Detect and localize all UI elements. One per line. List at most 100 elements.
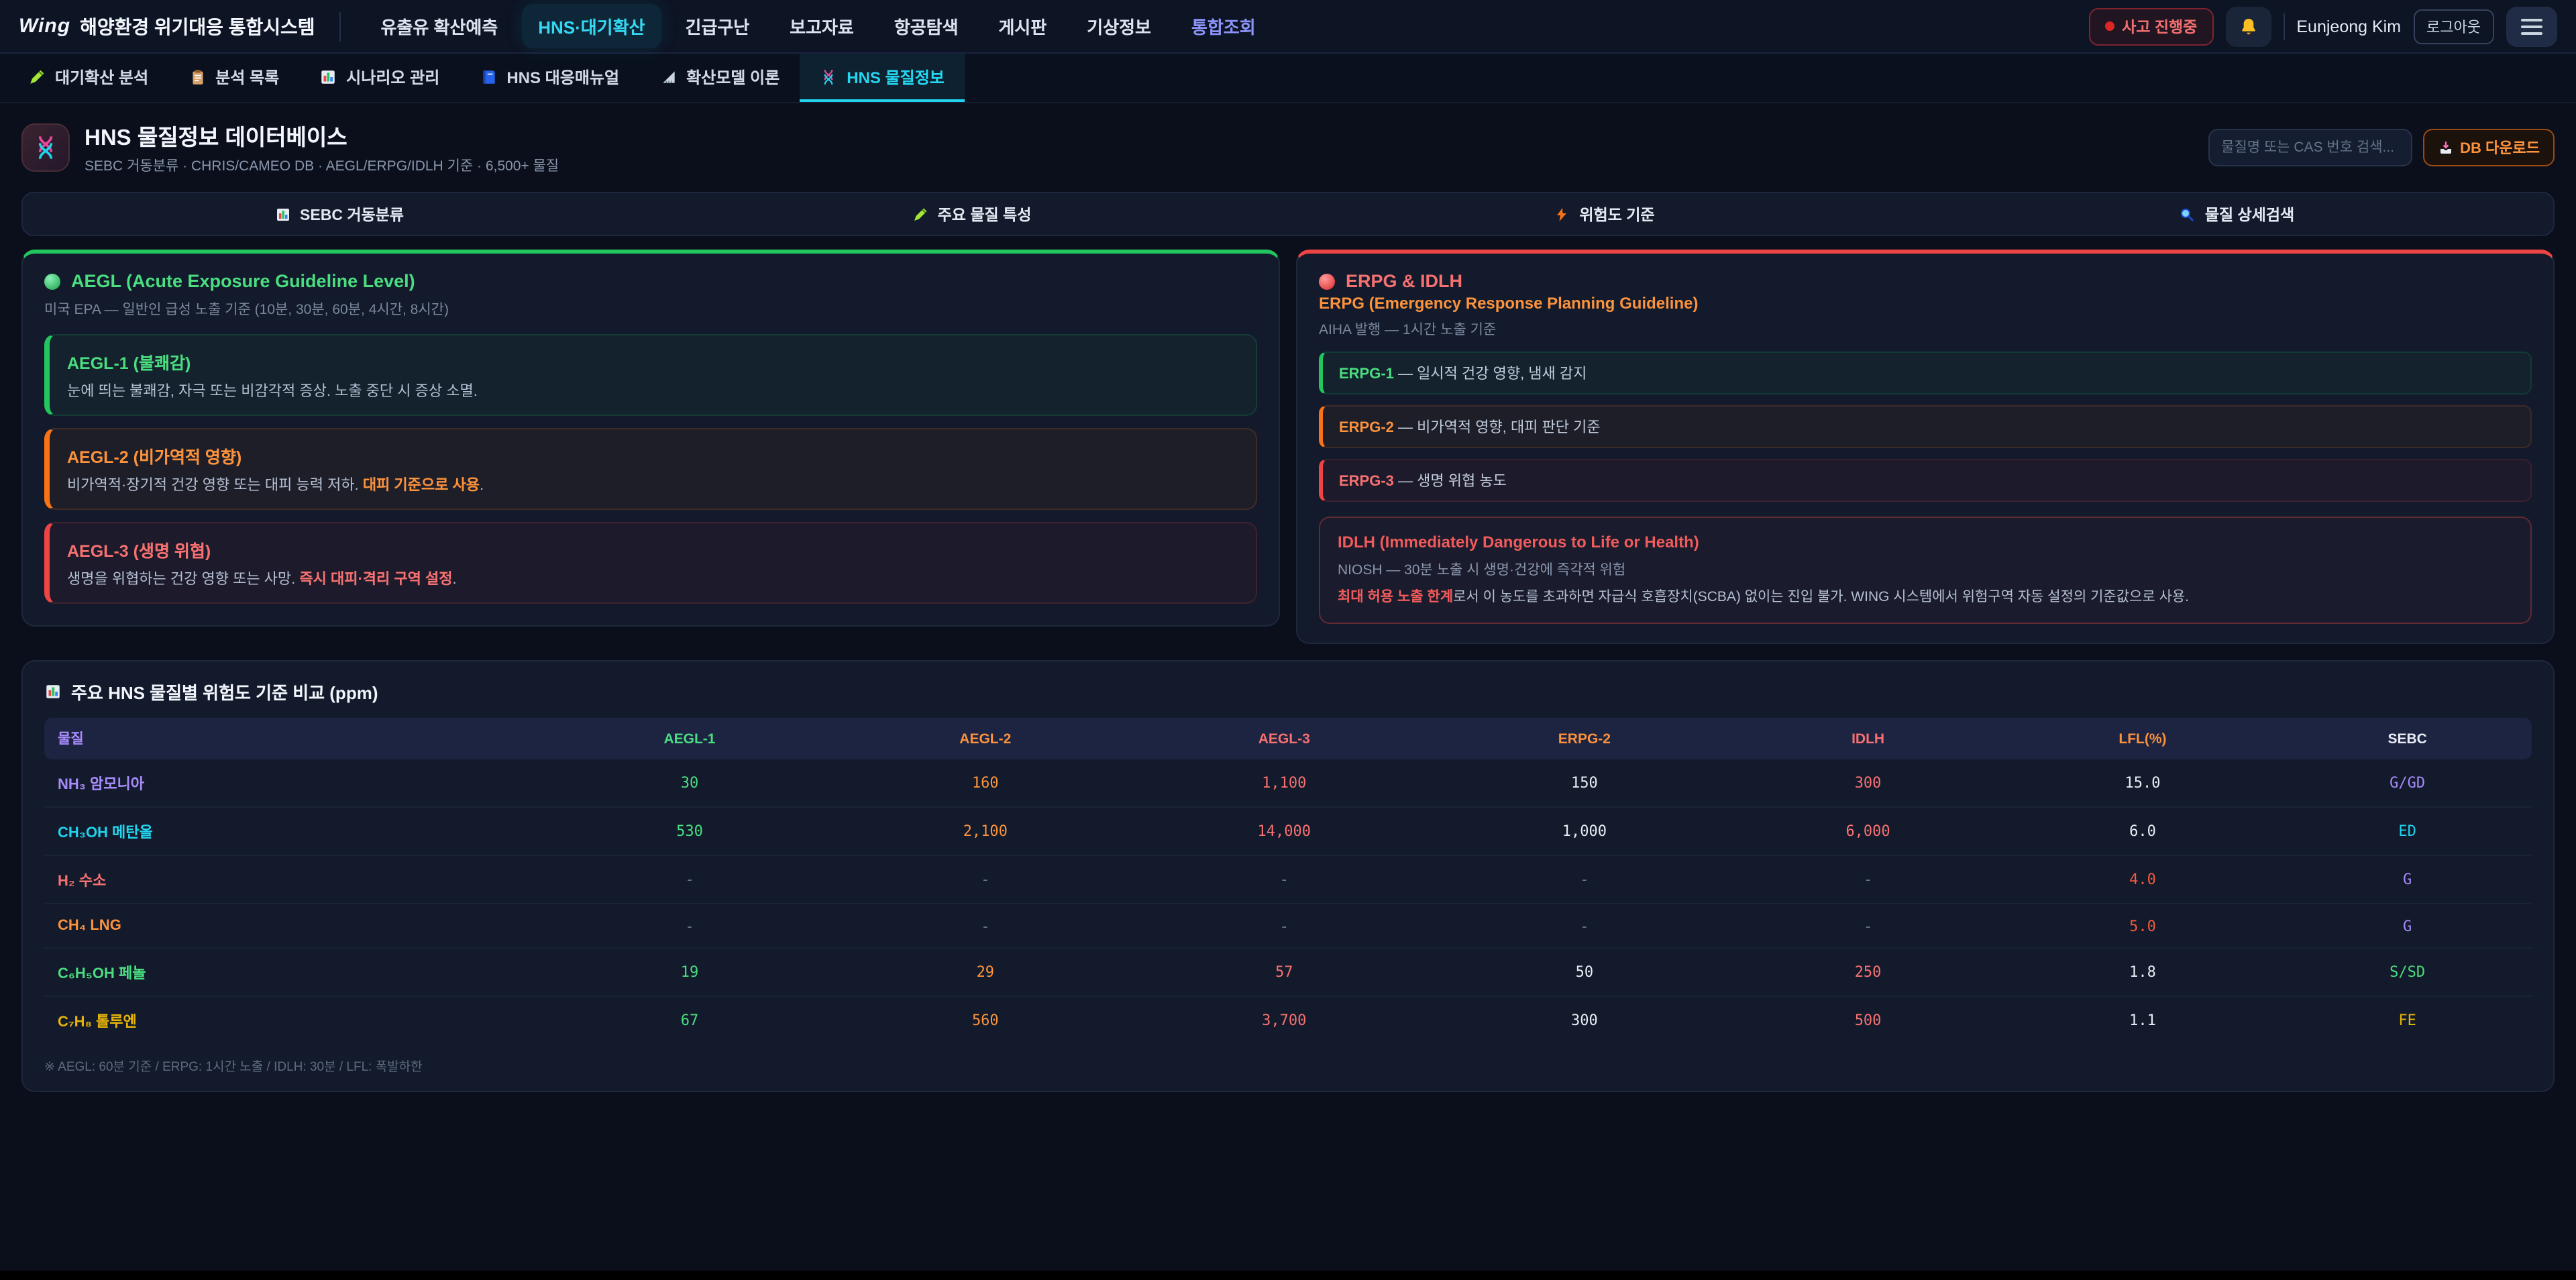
aegl-2-desc: 비가역적·장기적 건강 영향 또는 대피 능력 저하. 대피 기준으로 사용. [67,478,484,494]
col-idlh: IDLH [1851,731,1885,747]
table-cell: FE [2398,1012,2416,1030]
table-cell: 14,000 [1257,822,1311,841]
table-cell: 1,000 [1562,822,1607,841]
aegl-3-title: AEGL-3 (생명 위협) [67,542,211,561]
table-row[interactable]: H₂ 수소 - - - - - 4.0 G [44,855,2532,904]
page-header: HNS 물질정보 데이터베이스 SEBC 거동분류 · CHRIS/CAMEO … [0,103,2576,189]
table-cell: 19 [680,963,699,981]
notifications-button[interactable] [2225,6,2271,46]
table-cell: G [2403,917,2412,935]
table-cell: S/SD [2390,963,2426,981]
table-cell: - [685,917,694,935]
nav-item-rescue[interactable]: 긴급구난 [685,17,750,38]
section-tab-bar: SEBC 거동분류 주요 물질 특성 위험도 기준 물질 상세검색 [21,192,2555,236]
nav-item-integrated-search[interactable]: 통합조회 [1191,17,1256,38]
col-aegl1: AEGL-1 [663,731,716,747]
module-tab-bar: 대기확산 분석 분석 목록 시나리오 관리 HNS 대응매뉴얼 확산모델 이론 … [0,54,2576,103]
tab-analysis-list[interactable]: 분석 목록 [168,54,299,102]
table-row[interactable]: CH₄ LNG - - - - - 5.0 G [44,904,2532,949]
download-icon [2440,142,2451,154]
nav-item-aerial-search[interactable]: 항공탐색 [894,17,959,38]
divider [2283,13,2285,40]
table-cell: 560 [971,1012,999,1030]
tab-atmos-dispersion-analysis[interactable]: 대기확산 분석 [8,54,168,102]
col-sebc: SEBC [2387,731,2427,747]
table-cell: 57 [1275,963,1293,981]
hamburger-menu-button[interactable] [2506,6,2557,46]
tab-dispersion-model-theory[interactable]: 확산모델 이론 [639,54,800,102]
table-body: NH₃ 암모니아 30 160 1,100 150 300 15.0 G/GD CH₃OH 메탄… [44,759,2532,1044]
table-cell: - [1279,917,1289,935]
table-cell: - [1279,871,1289,889]
table-cell: 250 [1854,963,1882,981]
table-row[interactable]: C₆H₅OH 페놀 19 29 57 50 250 1.8 S/SD [44,948,2532,997]
substance-name: H₂ 수소 [58,873,107,890]
nav-item-board[interactable]: 게시판 [998,17,1047,38]
substance-name: C₇H₈ 톨루엔 [58,1014,137,1030]
idlh-line1: NIOSH — 30분 노출 시 생명·건강에 즉각적 위험 [1338,562,1626,578]
table-cell: 5.0 [2129,917,2156,935]
table-cell: - [981,871,990,889]
erpg-subtitle: AIHA 발행 — 1시간 노출 기준 [1319,322,1497,338]
col-substance: 물질 [58,731,84,748]
erpg-2-row: ERPG-2 — 비가역적 영향, 대피 판단 기준 [1319,405,2532,448]
nav-item-oil-spill[interactable]: 유출유 확산예측 [380,17,498,38]
table-cell: 6.0 [2129,822,2156,841]
page-subtitle: SEBC 거동분류 · CHRIS/CAMEO DB · AEGL/ERPG/I… [85,158,559,174]
section-tab-hazard-criteria[interactable]: 위험도 기준 [1288,193,1921,235]
table-cell: 29 [976,963,995,981]
wing-logo: Wing [19,15,71,38]
substance-name: NH₃ 암모니아 [58,776,145,793]
nav-item-reports[interactable]: 보고자료 [790,17,854,38]
bar-chart-icon [276,208,289,220]
pencil-icon [914,207,927,220]
aegl-1-title: AEGL-1 (불쾌감) [67,354,191,373]
dna-icon [38,136,53,160]
tab-hns-substance-info[interactable]: HNS 물질정보 [800,54,965,102]
aegl-panel-header: AEGL (Acute Exposure Guideline Level) [44,271,1257,291]
book-icon [482,70,494,83]
erpg-panel-header: ERPG & IDLH [1319,271,2532,291]
substance-search-input[interactable] [2208,129,2412,166]
main-menu: 유출유 확산예측 HNS·대기확산 긴급구난 보고자료 항공탐색 게시판 기상정… [365,4,2076,48]
table-cell: 6,000 [1845,822,1890,841]
table-cell: ED [2398,822,2416,841]
col-aegl2: AEGL-2 [959,731,1012,747]
erpg-heading: ERPG (Emergency Response Planning Guidel… [1319,294,1699,313]
section-tab-sebc[interactable]: SEBC 거동분류 [23,193,655,235]
nav-item-weather[interactable]: 기상정보 [1087,17,1151,38]
table-cell: - [1580,871,1589,889]
navbar-right: 사고 진행중 Eunjeong Kim 로그아웃 [2088,6,2557,46]
ruler-icon [662,70,674,83]
incident-status-badge[interactable]: 사고 진행중 [2088,7,2214,45]
aegl-panel: AEGL (Acute Exposure Guideline Level) 미국… [21,250,1280,627]
table-cell: 50 [1575,963,1594,981]
divider [339,11,341,41]
idlh-title: IDLH (Immediately Dangerous to Life or H… [1338,533,1699,551]
logout-button[interactable]: 로그아웃 [2413,9,2494,44]
table-cell: 3,700 [1262,1012,1307,1030]
table-row[interactable]: C₇H₈ 톨루엔 67 560 3,700 300 500 1.1 FE [44,996,2532,1044]
table-cell: 1,100 [1262,774,1307,792]
db-download-button[interactable]: DB 다운로드 [2422,129,2555,166]
table-cell: 1.8 [2129,963,2156,981]
section-tab-properties[interactable]: 주요 물질 특성 [655,193,1288,235]
section-tab-detail-search[interactable]: 물질 상세검색 [1921,193,2553,235]
table-row[interactable]: CH₃OH 메탄올 530 2,100 14,000 1,000 6,000 6.0 ED [44,807,2532,856]
header-actions: DB 다운로드 [2208,129,2555,166]
substance-name: C₆H₅OH 페놀 [58,965,146,982]
table-row[interactable]: NH₃ 암모니아 30 160 1,100 150 300 15.0 G/GD [44,759,2532,808]
green-circle-icon [44,273,60,289]
table-footnote: ※ AEGL: 60분 기준 / ERPG: 1시간 노출 / IDLH: 30… [44,1060,423,1075]
aegl-2-card: AEGL-2 (비가역적 영향) 비가역적·장기적 건강 영향 또는 대피 능력… [44,428,1257,510]
table-cell: 1.1 [2129,1012,2156,1030]
tab-scenario-management[interactable]: 시나리오 관리 [299,54,460,102]
table-cell: G [2403,871,2412,889]
table-cell: 500 [1854,1012,1882,1030]
red-circle-icon [1319,273,1335,289]
idlh-line2: 최대 허용 노출 한계로서 이 농도를 초과하면 자급식 호흡장치(SCBA) … [1338,589,2190,605]
nav-item-hns-dispersion[interactable]: HNS·대기확산 [522,4,661,48]
table-cell: - [981,917,990,935]
tab-hns-response-manual[interactable]: HNS 대응매뉴얼 [460,54,639,102]
